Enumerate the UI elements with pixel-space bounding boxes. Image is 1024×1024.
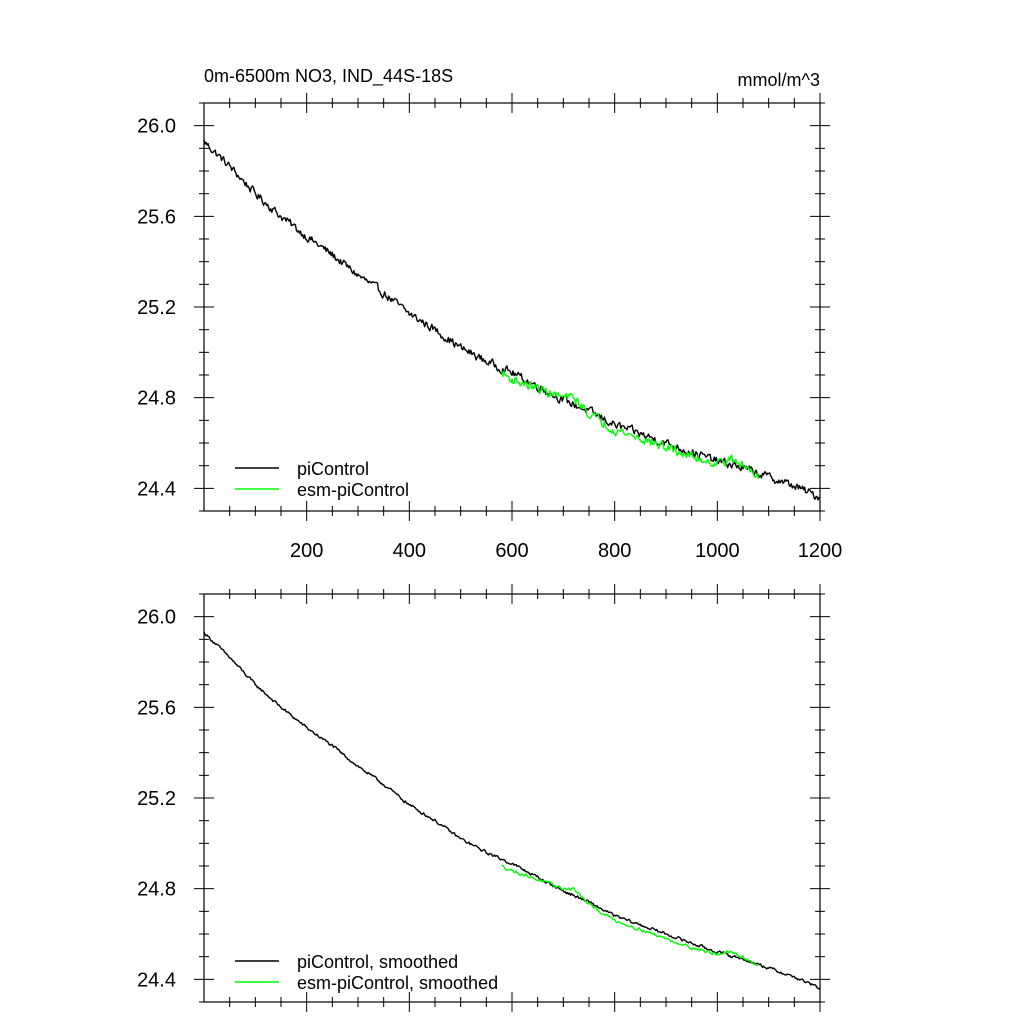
legend-label: piControl — [297, 459, 369, 479]
y-tick-label: 26.0 — [137, 116, 176, 138]
x-tick-label: 1000 — [695, 540, 740, 562]
x-tick-label: 200 — [290, 540, 323, 562]
y-tick-label: 24.8 — [137, 388, 176, 410]
y-tick-label: 25.6 — [137, 206, 176, 228]
chart-panel-1: 0m-6500m NO3, IND_44S-18S mmol/m^3 200 400 6… — [137, 66, 842, 562]
legend-label: esm-piControl — [297, 480, 409, 500]
x-tick-label: 800 — [598, 540, 631, 562]
x-tick-label: 600 — [495, 540, 528, 562]
plot-frame — [203, 593, 821, 1003]
y-tick-label: 25.2 — [137, 297, 176, 319]
chart-panel-2: 24.4 24.8 25.2 25.6 26.0 piControl, smoothede… — [137, 584, 830, 1012]
plot-frame — [203, 102, 821, 512]
units-label: mmol/m^3 — [738, 70, 820, 90]
chart-title: 0m-6500m NO3, IND_44S-18S — [204, 66, 453, 87]
x-tick-label: 1200 — [798, 540, 843, 562]
y-tick-label: 25.6 — [137, 697, 176, 719]
series-line-esm-picontrol — [501, 370, 760, 479]
series-line-esm-picontrol-smoothed — [501, 864, 759, 967]
y-tick-label: 25.2 — [137, 788, 176, 810]
legend-label: esm-piControl, smoothed — [297, 973, 498, 993]
series-line-picontrol-smoothed — [203, 631, 821, 990]
y-tick-label: 26.0 — [137, 607, 176, 629]
x-tick-label: 400 — [393, 540, 426, 562]
y-tick-label: 24.8 — [137, 879, 176, 901]
y-tick-label: 24.4 — [137, 969, 176, 991]
series-line-picontrol — [203, 139, 821, 501]
legend-label: piControl, smoothed — [297, 952, 458, 972]
y-tick-label: 24.4 — [137, 478, 176, 500]
